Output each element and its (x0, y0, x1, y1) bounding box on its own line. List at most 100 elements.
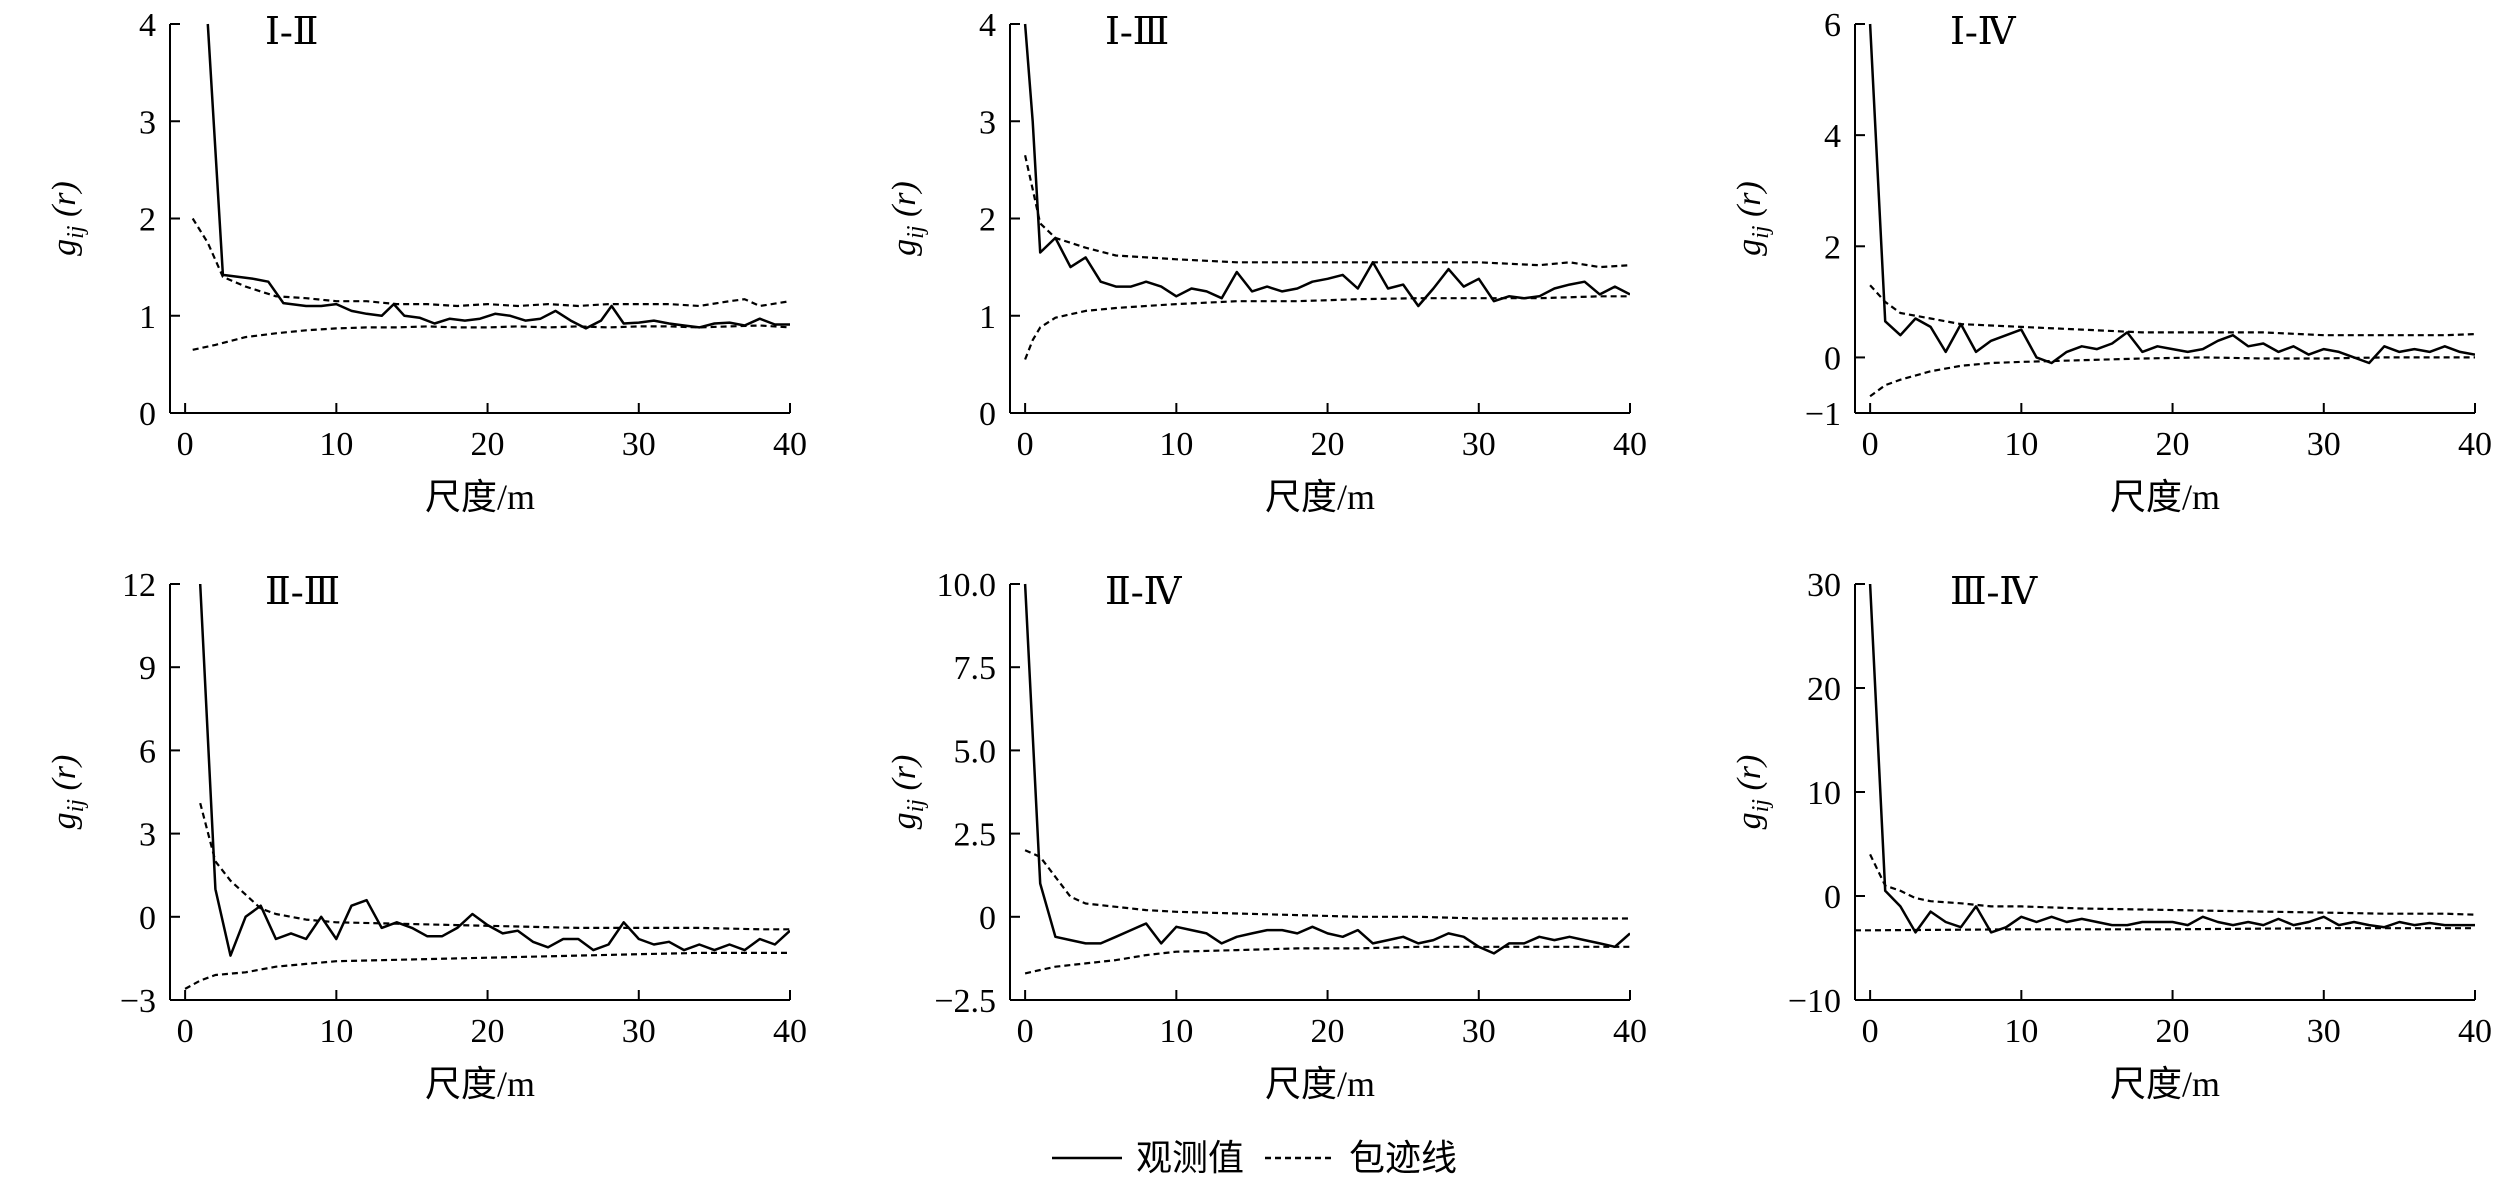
x-tick-label: 30 (1462, 1013, 1496, 1050)
x-tick-label: 0 (1862, 426, 1879, 463)
y-tick-label: 30 (1807, 567, 1841, 604)
x-tick-label: 0 (1862, 1013, 1879, 1050)
y-tick-label: 2.5 (954, 817, 997, 854)
x-tick-label: 10 (319, 1013, 353, 1050)
envelope-line-2 (192, 324, 790, 351)
y-tick-label: 0 (139, 900, 156, 937)
y-axis-label: gij (r) (886, 755, 929, 830)
y-tick-label: 1 (979, 299, 996, 336)
y-tick-label: 0 (979, 396, 996, 433)
envelope-line-1 (199, 802, 790, 931)
x-tick-label: 40 (773, 426, 807, 463)
x-tick-label: 40 (773, 1013, 807, 1050)
x-tick-label: 40 (1613, 426, 1647, 463)
x-tick-label: 40 (2458, 1013, 2492, 1050)
legend-label-observed: 观测值 (1136, 1138, 1244, 1178)
x-tick-label: 30 (1462, 426, 1496, 463)
observed-line (206, 23, 790, 330)
panel-title: Ⅱ-Ⅳ (1105, 571, 1182, 613)
x-tick-label: 20 (2156, 426, 2190, 463)
y-tick-label: −1 (1805, 396, 1841, 433)
x-tick-label: 10 (319, 426, 353, 463)
y-tick-label: 3 (979, 104, 996, 141)
panel-title: Ⅰ-Ⅱ (265, 11, 319, 53)
x-tick-label: 10 (2004, 426, 2038, 463)
x-axis-label: 尺度/m (1265, 477, 1375, 517)
panel-title: Ⅱ-Ⅲ (265, 571, 340, 613)
x-tick-label: 30 (2307, 1013, 2341, 1050)
panel-4: −3 0 3 6 9 12 0 10 20 30 40 尺度/m gij (r) Ⅱ-Ⅲ (46, 567, 807, 1104)
y-tick-label: 5.0 (954, 733, 997, 770)
legend-label-envelope: 包迹线 (1349, 1138, 1457, 1178)
panel-title: Ⅰ-Ⅲ (1105, 11, 1169, 53)
y-axis-label: gij (r) (46, 181, 89, 256)
x-tick-label: 10 (2004, 1013, 2038, 1050)
panel-title: Ⅰ-Ⅳ (1950, 11, 2017, 53)
x-tick-label: 0 (177, 426, 194, 463)
x-tick-label: 10 (1159, 1013, 1193, 1050)
x-tick-label: 10 (1159, 426, 1193, 463)
y-tick-label: 6 (139, 733, 156, 770)
observed-line (1868, 23, 2475, 365)
x-tick-label: 0 (1017, 426, 1034, 463)
x-axis-label: 尺度/m (425, 1064, 535, 1104)
y-tick-label: 0 (1824, 879, 1841, 916)
x-tick-label: 20 (1311, 1013, 1345, 1050)
envelope-line-2 (1024, 945, 1630, 975)
x-axis-label: 尺度/m (425, 477, 535, 517)
y-tick-label: −10 (1788, 983, 1841, 1020)
y-tick-label: 1 (139, 299, 156, 336)
x-tick-label: 0 (177, 1013, 194, 1050)
x-tick-label: 0 (1017, 1013, 1034, 1050)
x-tick-label: 20 (1311, 426, 1345, 463)
y-tick-label: 2 (1824, 229, 1841, 266)
y-tick-label: 0 (139, 396, 156, 433)
y-tick-label: 7.5 (954, 650, 997, 687)
x-tick-label: 30 (2307, 426, 2341, 463)
y-axis-label: gij (r) (1731, 181, 1774, 256)
panel-3: −1 0 2 4 6 0 10 20 30 40 尺度/m gij (r) Ⅰ-Ⅳ (1731, 7, 2492, 517)
observed-line (1868, 583, 2475, 934)
x-tick-label: 20 (471, 1013, 505, 1050)
legend: 观测值 包迹线 (1052, 1138, 1457, 1178)
y-tick-label: −3 (120, 983, 156, 1020)
x-tick-label: 20 (471, 426, 505, 463)
y-axis-label: gij (r) (46, 755, 89, 830)
panel-5: −2.5 0 2.5 5.0 7.5 10.0 0 10 20 30 40 尺度/m gij (r) Ⅱ-… (886, 567, 1647, 1104)
x-tick-label: 30 (622, 1013, 656, 1050)
envelope-line-1 (1024, 155, 1630, 269)
envelope-line-1 (1024, 849, 1630, 920)
envelope-line-2 (1855, 927, 2475, 932)
y-tick-label: 0 (1824, 340, 1841, 377)
y-tick-label: 4 (1824, 118, 1841, 155)
x-axis-label: 尺度/m (2110, 477, 2220, 517)
y-tick-label: 4 (139, 7, 156, 44)
y-tick-label: 0 (979, 900, 996, 937)
y-tick-label: 9 (139, 650, 156, 687)
y-tick-label: 12 (122, 567, 156, 604)
y-tick-label: −2.5 (934, 983, 996, 1020)
y-tick-label: 3 (139, 817, 156, 854)
x-tick-label: 20 (2156, 1013, 2190, 1050)
y-tick-label: 4 (979, 7, 996, 44)
y-tick-label: 10 (1807, 775, 1841, 812)
observed-line (198, 583, 790, 957)
y-axis-label: gij (r) (886, 181, 929, 256)
envelope-line-1 (1869, 853, 2475, 916)
panel-title: Ⅲ-Ⅳ (1950, 571, 2038, 613)
envelope-line-2 (1869, 356, 2475, 398)
envelope-line-1 (1869, 284, 2475, 337)
x-tick-label: 30 (622, 426, 656, 463)
observed-line (1023, 23, 1630, 308)
y-tick-label: 10.0 (937, 567, 997, 604)
y-axis-label: gij (r) (1731, 755, 1774, 830)
envelope-line-2 (184, 951, 790, 990)
x-tick-label: 40 (2458, 426, 2492, 463)
y-tick-label: 6 (1824, 7, 1841, 44)
x-axis-label: 尺度/m (2110, 1064, 2220, 1104)
envelope-line-2 (1024, 295, 1630, 360)
